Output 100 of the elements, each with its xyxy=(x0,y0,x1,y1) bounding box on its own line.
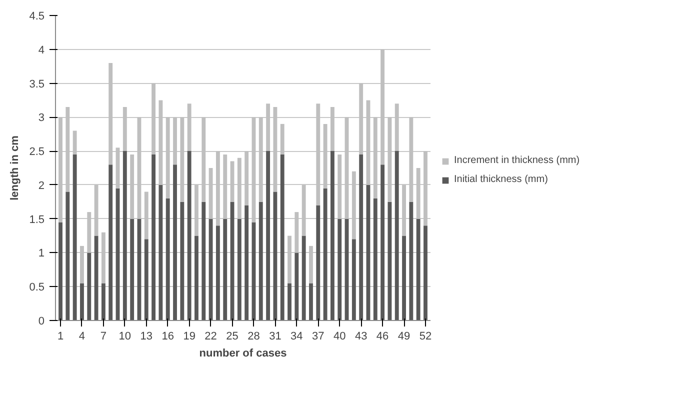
bar xyxy=(230,161,234,202)
x-tick-label: 40 xyxy=(333,330,346,342)
bar xyxy=(216,226,220,320)
bar xyxy=(258,117,263,202)
bar xyxy=(373,117,378,198)
bar xyxy=(166,198,170,320)
bar xyxy=(338,154,342,219)
bar xyxy=(101,283,106,320)
bar xyxy=(244,205,249,320)
bar xyxy=(108,62,113,165)
bar xyxy=(280,124,284,154)
bar xyxy=(223,218,228,320)
x-axis-title: number of cases xyxy=(199,348,287,360)
x-tick-label: 25 xyxy=(226,330,238,342)
bar xyxy=(66,107,70,192)
y-tick-label: 4.5 xyxy=(29,10,45,22)
bar xyxy=(373,198,378,320)
y-tick-label: 1 xyxy=(38,248,45,260)
bar xyxy=(338,218,342,320)
bar xyxy=(330,107,334,152)
bar xyxy=(101,232,106,284)
bar xyxy=(66,192,70,320)
bar xyxy=(294,252,299,320)
bar xyxy=(352,239,356,320)
bar xyxy=(266,151,270,320)
bar xyxy=(216,151,220,226)
bar xyxy=(122,107,127,152)
bar xyxy=(72,154,77,320)
bar xyxy=(237,218,242,320)
bar xyxy=(144,192,148,240)
bar xyxy=(158,100,163,185)
bar xyxy=(388,117,392,202)
bar xyxy=(208,218,213,320)
bar xyxy=(273,107,278,192)
bar xyxy=(394,151,399,320)
bar xyxy=(309,283,313,320)
bar xyxy=(94,184,98,236)
bar xyxy=(416,168,420,219)
x-tick-label: 31 xyxy=(269,330,282,342)
bar xyxy=(323,188,328,320)
x-tick-label: 19 xyxy=(183,330,196,342)
y-tick-label: 2 xyxy=(38,180,45,192)
bar xyxy=(309,246,313,284)
bar xyxy=(122,151,127,320)
bar xyxy=(302,236,306,320)
y-tick-label: 4 xyxy=(38,44,45,56)
bar xyxy=(388,202,392,320)
bar xyxy=(58,117,62,222)
x-tick-label: 28 xyxy=(248,330,260,342)
x-tick-label: 43 xyxy=(354,330,368,342)
bar xyxy=(187,151,192,320)
x-tick-label: 10 xyxy=(118,330,132,342)
bar xyxy=(194,184,198,236)
x-tick-label: 16 xyxy=(162,330,174,342)
bar xyxy=(180,202,184,320)
bar xyxy=(330,151,334,320)
bar xyxy=(316,104,320,206)
bar xyxy=(223,154,228,219)
y-tick-label: 0 xyxy=(38,316,45,328)
bar xyxy=(402,184,406,236)
bar xyxy=(180,117,184,202)
x-tick-label: 4 xyxy=(78,330,86,342)
legend-label: Initial thickness (mm) xyxy=(454,174,548,185)
bar xyxy=(144,239,148,320)
bar xyxy=(173,164,177,320)
bar xyxy=(173,117,177,165)
y-tick-label: 1.5 xyxy=(29,214,45,226)
bar xyxy=(130,154,134,219)
bar xyxy=(208,168,213,219)
bar xyxy=(424,151,428,226)
bar xyxy=(416,218,420,320)
bar xyxy=(87,212,92,253)
x-tick-label: 7 xyxy=(100,330,107,342)
bar xyxy=(302,184,306,236)
bar xyxy=(424,226,428,320)
bar xyxy=(294,212,299,253)
y-tick-label: 0.5 xyxy=(29,282,45,294)
bar xyxy=(80,246,84,284)
bar xyxy=(280,154,284,320)
bar xyxy=(72,130,77,154)
bar xyxy=(288,283,292,320)
bar xyxy=(409,202,414,320)
bar xyxy=(402,236,406,320)
bar xyxy=(380,164,385,320)
bar xyxy=(409,117,414,202)
bar xyxy=(130,218,134,320)
y-tick-label: 2.5 xyxy=(29,146,45,158)
x-tick-label: 22 xyxy=(204,330,217,342)
bar xyxy=(316,205,320,320)
bar xyxy=(94,236,98,320)
bar xyxy=(87,252,92,320)
x-tick-label: 34 xyxy=(290,330,303,342)
bar xyxy=(166,117,170,198)
bar xyxy=(359,83,364,154)
bar xyxy=(152,154,156,320)
bar xyxy=(116,148,120,188)
bar xyxy=(202,117,206,202)
x-tick-label: 52 xyxy=(419,330,432,342)
bar xyxy=(323,124,328,188)
bar xyxy=(202,202,206,320)
